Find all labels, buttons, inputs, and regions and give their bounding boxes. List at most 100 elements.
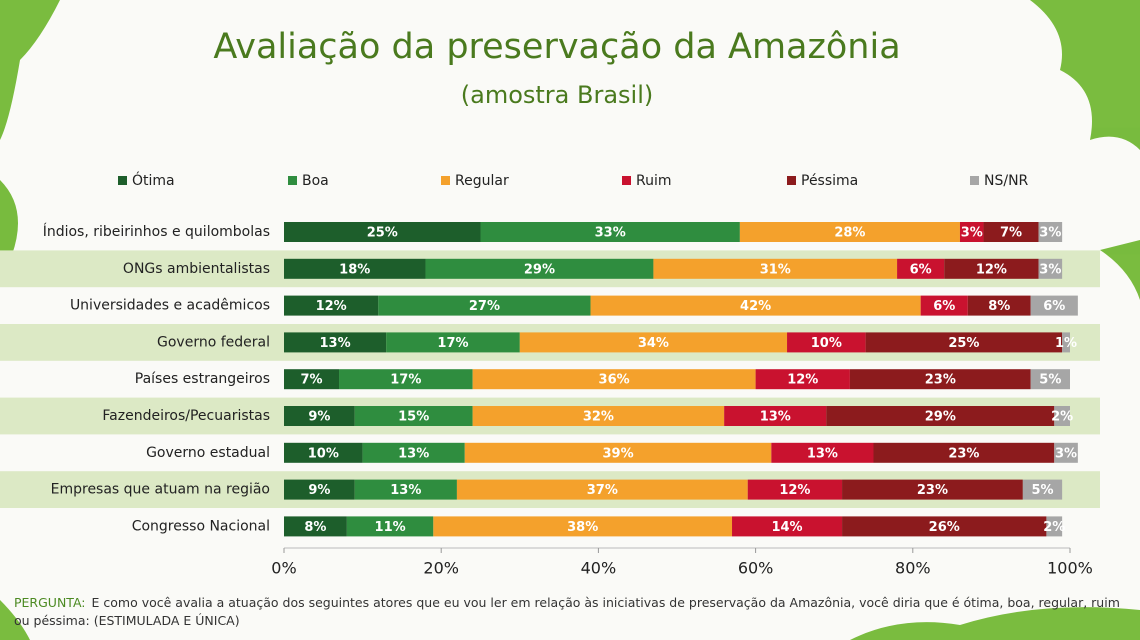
bar-segment: [920, 295, 968, 316]
legend-label: Ruim: [636, 173, 672, 189]
value-label: 38%: [567, 520, 598, 535]
bar-segment: [724, 406, 827, 426]
y-tick-label: Governo estadual: [146, 445, 270, 461]
x-tick-label: 20%: [423, 559, 459, 578]
bar-segment: [826, 406, 1055, 426]
bar-segment: [284, 258, 426, 279]
value-label: 25%: [948, 336, 979, 351]
value-label: 8%: [988, 299, 1010, 314]
bar-segment: [386, 332, 520, 353]
x-tick-label: 100%: [1047, 559, 1093, 578]
legend-swatch: [288, 176, 297, 185]
value-label: 13%: [398, 446, 429, 461]
value-label: 39%: [602, 446, 633, 461]
bar-segment: [519, 332, 788, 353]
y-tick-label: Governo federal: [157, 334, 270, 350]
value-label: 12%: [976, 262, 1007, 277]
legend-swatch: [787, 176, 796, 185]
bar-segment: [480, 222, 740, 242]
bar-segment: [378, 295, 591, 316]
value-label: 37%: [587, 483, 618, 498]
bar-segment: [1022, 479, 1063, 500]
bar-segment: [787, 332, 866, 353]
legend-label: Péssima: [801, 173, 858, 189]
bar-segment: [284, 369, 340, 390]
bar-segment: [339, 369, 473, 390]
bar-segment: [739, 222, 960, 242]
bar-segment: [284, 295, 379, 316]
value-label: 34%: [638, 336, 669, 351]
legend-label: NS/NR: [984, 173, 1029, 189]
bar-segment: [747, 479, 843, 500]
value-label: 23%: [917, 483, 948, 498]
value-label: 27%: [469, 299, 500, 314]
value-label: 29%: [925, 410, 956, 425]
legend-swatch: [622, 176, 631, 185]
value-label: 6%: [910, 262, 932, 277]
value-label: 5%: [1039, 373, 1061, 388]
value-label: 15%: [398, 410, 429, 425]
legend-swatch: [970, 176, 979, 185]
bar-segment: [771, 442, 874, 463]
value-label: 12%: [787, 373, 818, 388]
value-label: 3%: [961, 226, 983, 241]
bar-segment: [732, 516, 843, 537]
value-label: 6%: [933, 299, 955, 314]
value-label: 28%: [834, 226, 865, 241]
note-text: E como você avalia a atuação dos seguint…: [14, 595, 1120, 628]
value-label: 9%: [308, 483, 330, 498]
value-label: 31%: [760, 262, 791, 277]
bar-segment: [284, 442, 363, 463]
value-label: 26%: [929, 520, 960, 535]
bar-segment: [842, 516, 1047, 537]
bar-segment: [1030, 295, 1078, 316]
value-label: 3%: [1039, 226, 1061, 241]
value-label: 11%: [375, 520, 406, 535]
value-label: 5%: [1031, 483, 1053, 498]
bar-segment: [284, 222, 481, 242]
bar-segment: [354, 406, 473, 426]
bar-segment: [967, 295, 1031, 316]
bar-segment: [849, 369, 1031, 390]
value-label: 3%: [1039, 262, 1061, 277]
x-tick-label: 60%: [738, 559, 774, 578]
bar-segment: [944, 258, 1039, 279]
value-label: 1%: [1055, 336, 1077, 351]
value-label: 10%: [308, 446, 339, 461]
legend-label: Ótima: [132, 171, 175, 189]
bar-segment: [842, 479, 1023, 500]
bar-segment: [354, 479, 457, 500]
bar-segment: [284, 332, 387, 353]
value-label: 42%: [740, 299, 771, 314]
y-tick-label: Universidades e acadêmicos: [70, 298, 270, 314]
bar-segment: [464, 442, 772, 463]
value-label: 14%: [771, 520, 802, 535]
bar-segment: [1054, 442, 1078, 463]
value-label: 12%: [316, 299, 347, 314]
bar-segment: [456, 479, 748, 500]
value-label: 7%: [1000, 226, 1022, 241]
y-tick-label: ONGs ambientalistas: [123, 261, 270, 277]
value-label: 12%: [779, 483, 810, 498]
bar-segment: [284, 406, 355, 426]
legend-swatch: [441, 176, 450, 185]
value-label: 9%: [308, 410, 330, 425]
note-label: PERGUNTA:: [14, 595, 86, 610]
bar-segment: [346, 516, 434, 537]
bar-segment: [897, 258, 945, 279]
bar-segment: [1038, 258, 1063, 279]
bar-segment: [472, 369, 756, 390]
bar-segment: [959, 222, 984, 242]
value-label: 17%: [437, 336, 468, 351]
value-label: 8%: [304, 520, 326, 535]
value-label: 13%: [390, 483, 421, 498]
bar-segment: [284, 516, 347, 537]
value-label: 13%: [807, 446, 838, 461]
value-label: 6%: [1043, 299, 1065, 314]
y-tick-label: Países estrangeiros: [135, 371, 270, 387]
value-label: 29%: [524, 262, 555, 277]
value-label: 18%: [339, 262, 370, 277]
bar-segment: [1038, 222, 1063, 242]
value-label: 13%: [760, 410, 791, 425]
